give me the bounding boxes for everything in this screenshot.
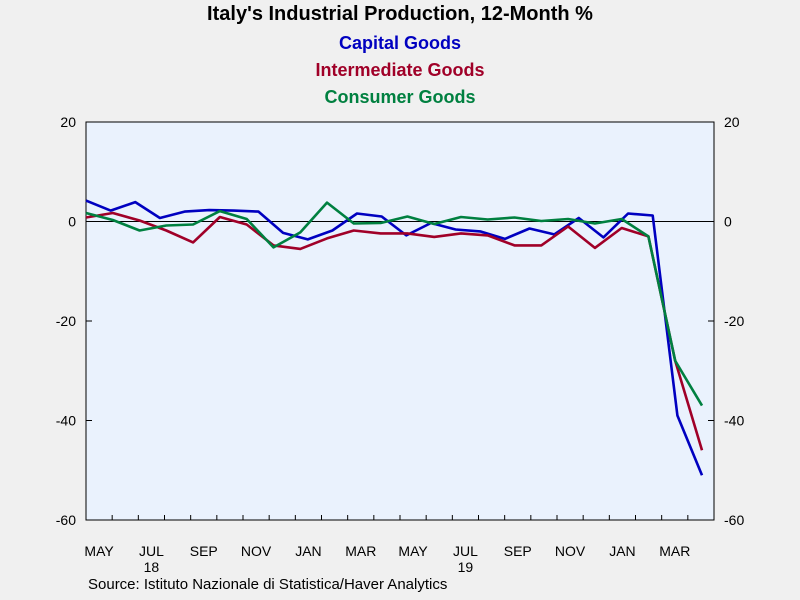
chart-titles: Italy's Industrial Production, 12-Month … — [0, 0, 800, 112]
series-line-intermediate-goods — [85, 211, 704, 451]
series-title-consumer-goods: Consumer Goods — [324, 87, 476, 107]
x-tick-label: SEP — [504, 543, 532, 559]
source-note: Source: Istituto Nazionale di Statistica… — [88, 576, 448, 593]
series-line-consumer-goods — [85, 201, 704, 407]
y-tick-label-left: -20 — [56, 313, 76, 329]
plot-area — [85, 121, 715, 521]
x-tick-label: MAR — [659, 543, 690, 559]
y-tick-label-right: 20 — [724, 114, 740, 130]
x-tick-label: JAN — [295, 543, 321, 559]
x-tick-label: SEP — [190, 543, 218, 559]
y-tick-label-left: 20 — [60, 114, 76, 130]
y-tick-label-left: 0 — [68, 214, 76, 230]
y-tick-label-right: -20 — [724, 313, 744, 329]
x-year-label: 19 — [458, 559, 474, 575]
y-tick-label-left: -60 — [56, 512, 76, 528]
x-tick-label: JAN — [609, 543, 635, 559]
x-tick-label: MAR — [345, 543, 376, 559]
x-tick-label: NOV — [555, 543, 586, 559]
x-tick-label: JUL — [453, 543, 478, 559]
y-tick-label-right: -60 — [724, 512, 744, 528]
y-tick-label-left: -40 — [56, 413, 76, 429]
series-line-capital-goods — [85, 199, 704, 476]
y-tick-label-right: 0 — [724, 214, 732, 230]
x-tick-label: NOV — [241, 543, 272, 559]
x-tick-label: MAY — [84, 543, 114, 559]
x-year-label: 18 — [144, 559, 160, 575]
y-tick-label-right: -40 — [724, 413, 744, 429]
series-title-intermediate-goods: Intermediate Goods — [315, 60, 485, 80]
chart-title: Italy's Industrial Production, 12-Month … — [207, 3, 593, 25]
series-title-capital-goods: Capital Goods — [338, 33, 461, 53]
x-tick-label: JUL — [139, 543, 164, 559]
x-tick-label: MAY — [398, 543, 428, 559]
